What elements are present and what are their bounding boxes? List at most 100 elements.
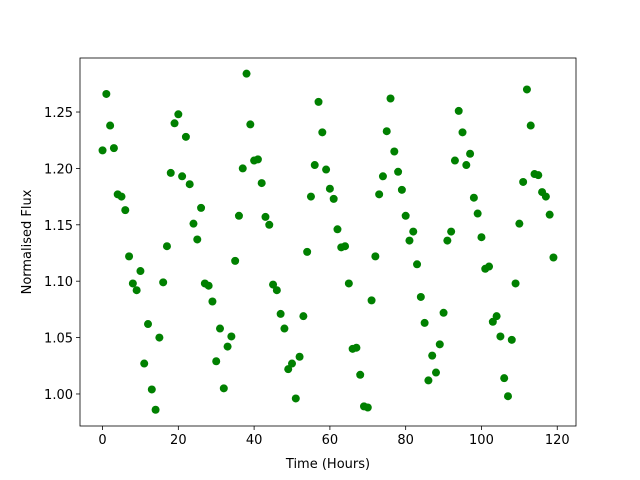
point [322, 165, 331, 174]
point [367, 296, 376, 305]
point [269, 280, 278, 289]
point [394, 167, 403, 176]
y-tick-label: 1.20 [44, 162, 73, 177]
point [280, 324, 289, 333]
point [231, 256, 240, 265]
point [466, 149, 475, 158]
point [170, 119, 179, 128]
point [409, 227, 418, 236]
point [189, 219, 198, 228]
y-tick-label: 1.05 [44, 332, 73, 347]
point [288, 359, 297, 368]
point [102, 89, 111, 98]
point [136, 267, 145, 276]
point [208, 297, 217, 306]
y-tick-label: 1.10 [44, 275, 73, 290]
point [416, 292, 425, 301]
plot-frame [79, 57, 577, 427]
point [162, 242, 171, 251]
point [140, 359, 149, 368]
point [117, 192, 126, 201]
x-tick-label: 100 [469, 433, 494, 448]
point [405, 236, 414, 245]
point [443, 236, 452, 245]
point [503, 392, 512, 401]
point [310, 161, 319, 170]
point [413, 260, 422, 269]
point [303, 247, 312, 256]
point [522, 85, 531, 94]
x-tick-label: 20 [170, 433, 187, 448]
x-tick-label: 120 [545, 433, 570, 448]
point [291, 394, 300, 403]
point [159, 278, 168, 287]
y-tick-label: 1.00 [44, 388, 73, 403]
point [447, 227, 456, 236]
y-tick-label: 1.15 [44, 219, 73, 234]
point [439, 308, 448, 317]
point [295, 352, 304, 361]
point [507, 335, 516, 344]
point [128, 279, 137, 288]
y-axis-label: Normalised Flux [20, 189, 35, 294]
point [227, 332, 236, 341]
point [261, 212, 270, 221]
point [306, 192, 315, 201]
point [272, 286, 281, 295]
point [428, 351, 437, 360]
point [371, 252, 380, 261]
point [181, 132, 190, 141]
point [106, 121, 115, 130]
point [363, 403, 372, 412]
point [469, 193, 478, 202]
point [197, 203, 206, 212]
point [356, 370, 365, 379]
point [257, 179, 266, 188]
x-tick-label: 40 [246, 433, 263, 448]
point [549, 253, 558, 262]
x-tick-label: 60 [322, 433, 339, 448]
point [462, 161, 471, 170]
point [341, 242, 350, 251]
point [284, 365, 293, 374]
point [386, 94, 395, 103]
point [219, 384, 228, 393]
point [477, 233, 486, 242]
point [424, 376, 433, 385]
point [253, 155, 262, 164]
y-tick-label: 1.25 [44, 106, 73, 121]
x-tick-label: 80 [397, 433, 414, 448]
point [485, 262, 494, 271]
point [454, 106, 463, 115]
point [125, 252, 134, 261]
point [204, 281, 213, 290]
x-axis-label: Time (Hours) [285, 457, 370, 472]
point [132, 286, 141, 295]
point [420, 318, 429, 327]
point [344, 279, 353, 288]
point [390, 147, 399, 156]
point [234, 211, 243, 220]
point [242, 69, 251, 78]
point [492, 312, 501, 321]
point [121, 206, 130, 215]
point [246, 120, 255, 129]
point [534, 171, 543, 180]
point [329, 194, 338, 203]
point [265, 220, 274, 229]
point [473, 209, 482, 218]
point [193, 235, 202, 244]
point [223, 342, 232, 351]
point [545, 210, 554, 219]
point [144, 320, 153, 329]
point [431, 368, 440, 377]
point [174, 110, 183, 119]
point [397, 185, 406, 194]
point [212, 357, 221, 366]
point [238, 164, 247, 173]
point [378, 172, 387, 181]
point [519, 177, 528, 186]
point [147, 385, 156, 394]
point [511, 279, 520, 288]
